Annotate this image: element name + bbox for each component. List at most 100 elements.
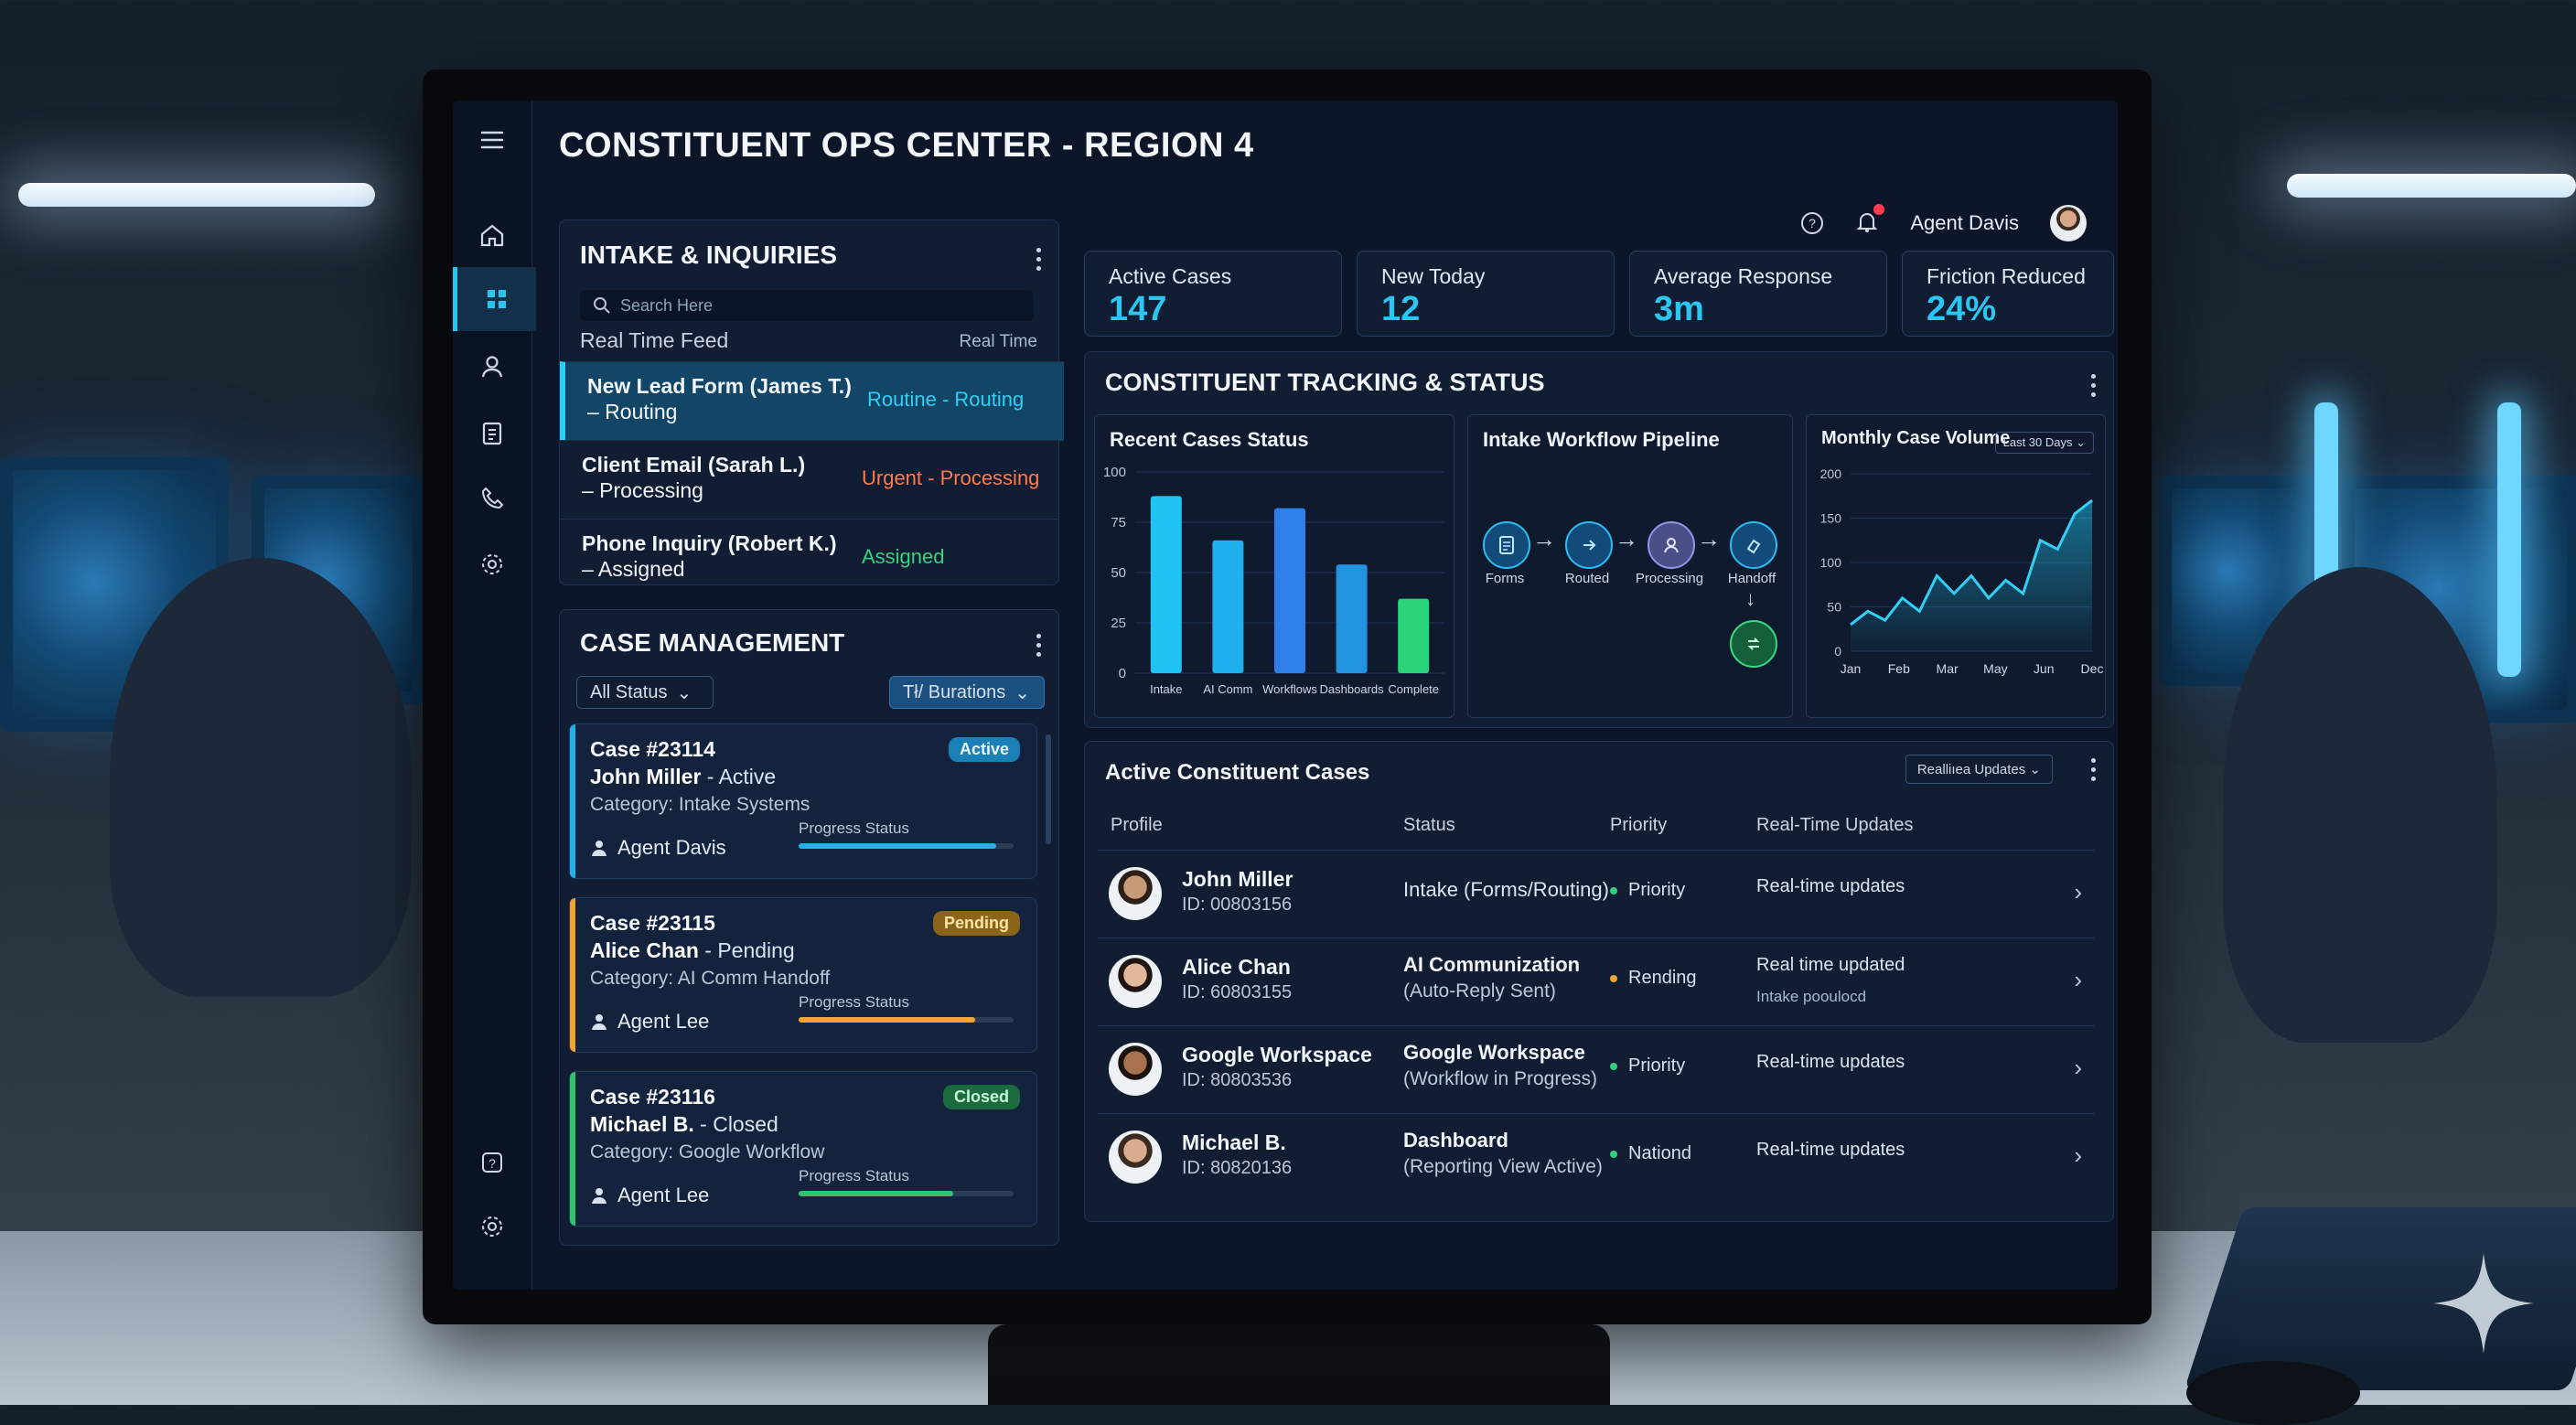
background-person [2223, 567, 2497, 1043]
feed-item[interactable]: New Lead Form (James T.) – Routing Routine… [560, 361, 1064, 441]
gear-icon [482, 1216, 502, 1237]
avatar [1109, 1043, 1162, 1096]
table-row[interactable]: John Miller ID: 00803156 Intake (Forms/Rou… [1098, 850, 2095, 935]
column-header-priority[interactable]: Priority [1610, 815, 1668, 835]
monthly-volume-chart: Monthly Case Volume Last 30 Days ⌄ 0 50 10… [1806, 414, 2106, 718]
arrow-right-icon: → [1697, 525, 1721, 552]
bar[interactable] [1336, 564, 1368, 673]
sidebar-item-calls[interactable] [453, 466, 531, 530]
column-header-profile[interactable]: Profile [1111, 815, 1163, 835]
avatar [1109, 1130, 1162, 1184]
table-row[interactable]: Michael B. ID: 80820136 Dashboard (Reportin… [1098, 1113, 2095, 1198]
routed-step-icon[interactable] [1565, 521, 1613, 569]
progress-fill [799, 1017, 975, 1023]
dashboard-grid-icon [488, 290, 506, 308]
progress-fill [799, 1191, 954, 1196]
avatar[interactable] [2050, 205, 2087, 241]
complete-step-icon[interactable] [1730, 620, 1777, 668]
case-card[interactable]: Case #23114 John Miller - Active Category:… [569, 723, 1037, 879]
status-filter-dropdown[interactable]: All Status ⌄ [576, 676, 714, 709]
feed-item-status: Routine - Routing [867, 388, 1025, 411]
case-id: Case #23115 [590, 911, 715, 935]
x-tick-label: May [1983, 661, 2007, 676]
row-update: Real-time updates [1756, 1140, 1905, 1160]
sidebar-item-dashboard[interactable] [453, 267, 536, 331]
search-input[interactable]: Search Here [580, 290, 1034, 321]
progress-bar [799, 1191, 1014, 1196]
more-options-icon[interactable] [2091, 374, 2097, 397]
dashboard-screen: ? CONSTITUENT OPS CENTER - REGION 4 ? Ag… [453, 101, 2118, 1290]
bar[interactable] [1398, 598, 1430, 673]
feed-item[interactable]: Client Email (Sarah L.) – Processing Urgen… [560, 440, 1058, 520]
bar[interactable] [1274, 508, 1305, 673]
case-management-panel: CASE MANAGEMENT All Status ⌄ Tł/ Buratio… [559, 609, 1059, 1246]
feed-item-status: Assigned [862, 545, 945, 568]
chevron-right-icon[interactable]: › [2074, 1141, 2082, 1169]
handoff-step-icon[interactable] [1730, 521, 1777, 569]
sidebar-item-home[interactable] [453, 203, 531, 267]
case-category: Category: Intake Systems [590, 794, 810, 815]
row-id: ID: 60803155 [1182, 982, 1293, 1002]
clipboard-icon [482, 422, 502, 445]
more-options-icon[interactable] [1036, 248, 1042, 271]
sidebar-item-settings[interactable] [453, 532, 531, 596]
duration-filter-dropdown[interactable]: Tł/ Burations ⌄ [889, 676, 1045, 709]
settings-button[interactable] [453, 1195, 531, 1259]
range-dropdown[interactable]: Last 30 Days ⌄ [1994, 432, 2094, 454]
case-category: Category: AI Comm Handoff [590, 968, 831, 989]
row-priority-label: Priority [1628, 1055, 1686, 1076]
help-button[interactable]: ? [453, 1130, 531, 1195]
chevron-right-icon[interactable]: › [2074, 878, 2082, 905]
chevron-right-icon[interactable]: › [2074, 1054, 2082, 1081]
forms-step-icon[interactable] [1483, 521, 1530, 569]
background-neon-light [2497, 402, 2521, 677]
case-state: - Active [701, 765, 777, 788]
row-id: ID: 80803536 [1182, 1070, 1293, 1090]
svg-text:?: ? [1809, 216, 1816, 230]
column-header-status[interactable]: Status [1403, 815, 1455, 835]
bar[interactable] [1150, 496, 1182, 673]
search-placeholder: Search Here [620, 295, 714, 315]
more-options-icon[interactable] [2091, 758, 2097, 781]
feed-item-status: Urgent - Processing [862, 466, 1040, 489]
bar[interactable] [1212, 540, 1244, 673]
processing-step-icon[interactable] [1648, 521, 1695, 569]
kpi-label: New Today [1381, 264, 1486, 288]
notifications-button[interactable] [1855, 203, 1885, 238]
updates-filter-dropdown[interactable]: Realliıea Updates ⌄ [1905, 755, 2053, 784]
row-priority: Nationd [1610, 1143, 1691, 1164]
column-header-updates[interactable]: Real-Time Updates [1756, 815, 1914, 835]
row-name: John Miller [1182, 867, 1293, 891]
chevron-right-icon[interactable]: › [2074, 966, 2082, 993]
series-line[interactable] [1850, 498, 2093, 627]
agent-name: Agent Davis [1910, 211, 2019, 234]
row-status-detail: (Reporting View Active) [1403, 1156, 1603, 1177]
feed-item[interactable]: Phone Inquiry (Robert K.) – Assigned Assig… [560, 519, 1058, 598]
case-card[interactable]: Case #23116 Michael B. - Closed Category: … [569, 1071, 1037, 1227]
x-tick-label: Workflows [1262, 682, 1317, 696]
case-list-scrollbar[interactable] [1046, 734, 1051, 844]
table-row[interactable]: Alice Chan ID: 60803155 AI Communization (A… [1098, 938, 2095, 1023]
gear-icon [482, 554, 502, 574]
case-id: Case #23116 [590, 1085, 715, 1109]
kpi-label: Friction Reduced [1927, 264, 2086, 288]
kpi-new-today: New Today 12 [1357, 251, 1615, 337]
sidebar-item-cases[interactable] [453, 401, 531, 465]
case-card[interactable]: Case #23115 Alice Chan - Pending Category:… [569, 897, 1037, 1053]
monthly-volume-title: Monthly Case Volume [1821, 428, 2011, 448]
table-row[interactable]: Google Workspace ID: 80803536 Google Works… [1098, 1025, 2095, 1110]
more-options-icon[interactable] [1036, 634, 1042, 657]
chevron-down-icon: ⌄ [676, 682, 692, 703]
sidebar-item-users[interactable] [453, 335, 531, 399]
avatar [1109, 955, 1162, 1008]
case-agent: Agent Lee [590, 1010, 709, 1034]
y-tick-label: 100 [1820, 555, 1842, 570]
help-circle-icon[interactable]: ? [1800, 211, 1824, 235]
page-title: CONSTITUENT OPS CENTER - REGION 4 [559, 126, 1254, 165]
x-tick-label: Dec [2081, 661, 2104, 676]
kpi-value: 3m [1654, 290, 1704, 328]
status-filter-label: All Status [590, 681, 668, 702]
menu-button[interactable] [453, 108, 531, 172]
case-agent-name: Agent Lee [617, 1010, 710, 1033]
y-tick-label: 200 [1820, 466, 1842, 481]
